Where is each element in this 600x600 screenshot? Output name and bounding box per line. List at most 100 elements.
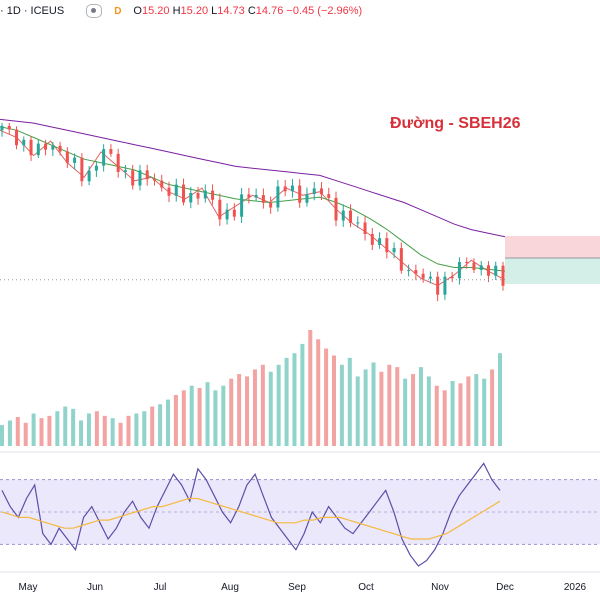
candle-body [450,276,454,279]
volume-bar [395,367,400,446]
volume-bar [276,364,281,446]
volume-bar [221,385,226,446]
volume-bar [7,420,12,446]
candle-body [218,199,222,220]
candle-body [7,125,11,130]
ma-line-3 [0,118,506,238]
x-tick-label: May [19,582,38,593]
volume-bar [173,394,178,446]
candle-body [494,265,498,276]
high-value: 15.20 [180,5,209,17]
volume-bar [252,369,257,446]
eye-icon[interactable] [86,4,103,18]
volume-bar [181,390,186,446]
x-tick-label: Jul [154,582,167,593]
volume-bar [142,411,147,446]
candle-body [138,170,142,186]
candle-body [123,170,127,172]
rsi-line-2 [1,497,501,540]
candle-body [378,238,382,245]
candle-body [36,143,40,156]
volume-bar [324,348,329,446]
timeframe-badge[interactable]: D [114,5,122,17]
candle-body [87,170,91,182]
rsi-line-1 [1,462,501,567]
candle-body [174,184,178,196]
volume-bar [442,390,447,446]
volume-bar [86,413,91,446]
volume-bar [39,418,44,446]
candle-body [65,151,69,163]
candle-body [407,270,411,272]
candle-body [385,238,389,253]
candle-body [472,262,476,270]
ma-line-1 [0,129,506,287]
volume-bar [426,376,431,446]
volume-bar [466,376,471,446]
candle-body [392,248,396,253]
candle-body [116,153,120,172]
volume-bar [363,369,368,446]
close-label: C [247,5,256,17]
candle-body [436,276,440,295]
volume-bar [197,388,202,446]
candle-body [269,202,273,208]
candle-body [131,170,135,186]
x-tick-label: Sep [288,582,306,593]
open-label: O [133,5,142,17]
candle-body [479,265,483,270]
volume-bar [482,378,487,446]
volume-bar [63,406,68,446]
candle-body [240,194,244,217]
x-tick-label: Nov [431,582,449,593]
volume-bar [450,381,455,446]
candle-body [298,185,302,203]
candle-body [305,193,309,203]
volume-bar [205,382,210,446]
candle-body [276,186,280,208]
volume-bar [490,369,495,446]
volume-bar [300,343,305,446]
volume-bar [347,357,352,446]
volume-bar [316,339,321,446]
candle-body [73,157,77,163]
volume-bar [189,385,194,446]
volume-bar [411,374,416,446]
candle-body [290,185,294,192]
volume-bar [458,383,463,446]
volume-bar [418,367,423,446]
candle-body [109,149,113,154]
candle-body [225,209,229,220]
volume-bar [371,362,376,446]
volume-bar [387,364,392,446]
volume-bar [403,378,408,446]
change-value: −0.45 (−2.96%) [286,5,363,17]
volume-bar [102,415,107,446]
candle-body [211,190,215,200]
volume-bar [71,408,76,446]
candle-body [0,125,4,131]
candle-body [203,190,207,199]
volume-bar [158,404,163,446]
volume-bar [379,371,384,446]
volume-bar [292,353,297,446]
volume-bar [213,390,218,446]
symbol-label[interactable]: · 1D · ICEUS [0,5,65,17]
low-value: 14.73 [217,5,245,17]
volume-bar [94,411,99,446]
ma-line-2 [0,126,506,272]
candle-body [421,273,425,279]
candle-body [196,192,200,199]
stop-loss-zone [505,236,600,258]
candle-body [51,145,55,150]
volume-bar [284,357,289,446]
candle-body [356,222,360,224]
candle-body [182,184,186,203]
volume-bar [237,374,242,446]
high-label: H [172,5,181,17]
candle-body [457,261,461,279]
candle-body [94,165,98,171]
candle-body [189,192,193,203]
volume-bar [79,420,84,446]
volume-bar [126,415,131,446]
